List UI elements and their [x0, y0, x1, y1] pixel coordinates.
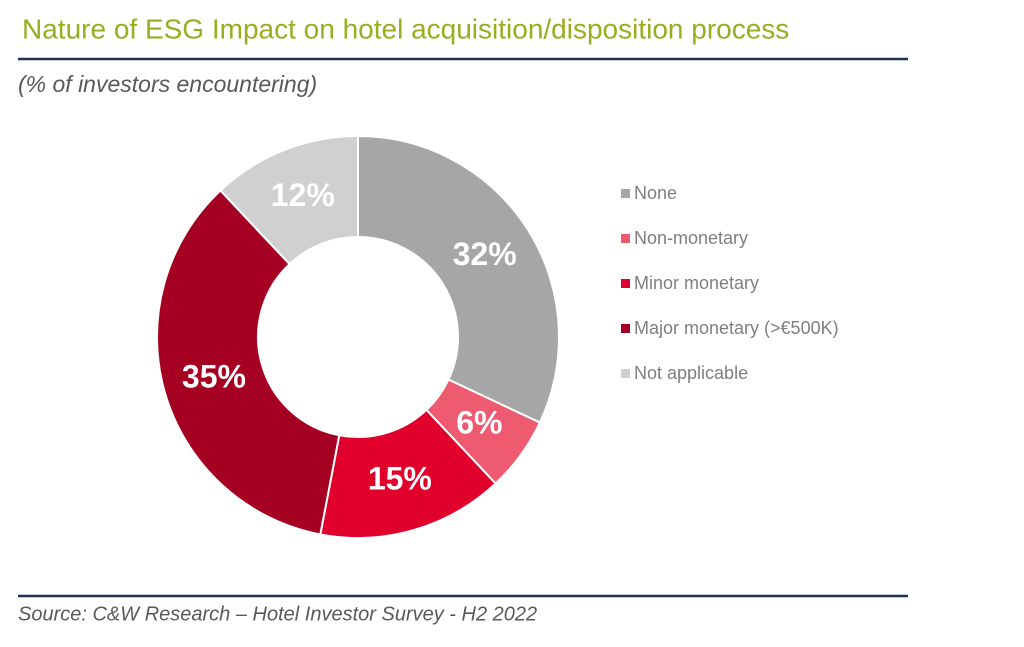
donut-slice — [156, 189, 341, 536]
data-label: 12% — [271, 177, 335, 213]
legend-label: Not applicable — [634, 363, 748, 383]
source-note: Source: C&W Research – Hotel Investor Su… — [18, 603, 537, 625]
chart-title: Nature of ESG Impact on hotel acquisitio… — [22, 13, 789, 44]
data-label: 15% — [368, 460, 432, 496]
legend-label: None — [634, 183, 677, 203]
legend-swatch — [621, 234, 630, 243]
legend-label: Major monetary (>€500K) — [634, 318, 839, 338]
donut-slice — [357, 134, 560, 424]
legend-swatch — [621, 279, 630, 288]
legend-swatch — [621, 324, 630, 333]
data-label: 35% — [182, 358, 246, 394]
chart-subtitle: (% of investors encountering) — [18, 71, 317, 97]
data-label: 6% — [456, 405, 502, 441]
donut-slice — [218, 134, 359, 266]
legend-label: Non-monetary — [634, 228, 748, 248]
donut-slice — [319, 408, 498, 539]
legend-swatch — [621, 189, 630, 198]
legend-swatch — [621, 369, 630, 378]
legend-label: Minor monetary — [634, 273, 759, 293]
data-label: 32% — [453, 236, 517, 272]
